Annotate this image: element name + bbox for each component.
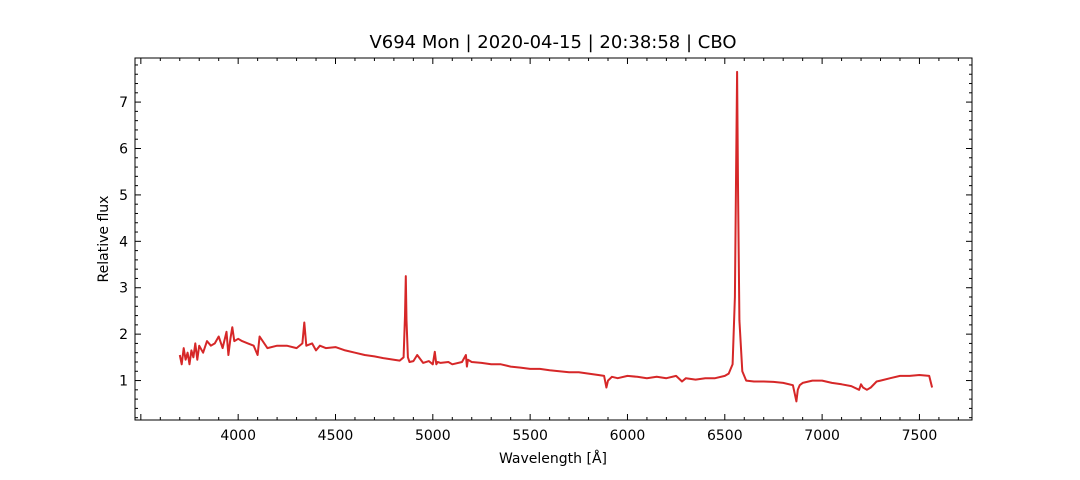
x-tick-label: 7000 — [804, 428, 840, 444]
y-tick-label: 6 — [119, 142, 128, 158]
y-tick-label: 3 — [119, 281, 128, 297]
y-tick-label: 2 — [119, 327, 128, 343]
spectrum-line — [178, 70, 934, 403]
y-tick-label: 7 — [119, 95, 128, 111]
y-axis: 1 2 3 4 5 6 7 — [119, 64, 972, 419]
plot-frame — [134, 57, 973, 421]
x-tick-label: 6500 — [707, 428, 743, 444]
chart-title: V694 Mon | 2020-04-15 | 20:38:58 | CBO — [369, 32, 736, 53]
x-tick-label: 5000 — [415, 428, 451, 444]
x-tick-label: 6000 — [610, 428, 646, 444]
x-tick-label: 4000 — [220, 428, 256, 444]
x-tick-label: 5500 — [512, 428, 548, 444]
y-tick-label: 5 — [119, 188, 128, 204]
x-axis-label: Wavelength [Å] — [499, 450, 607, 467]
y-tick-label: 4 — [119, 234, 128, 250]
x-tick-label: 4500 — [318, 428, 354, 444]
y-axis-label: Relative flux — [96, 196, 112, 283]
plot-area — [178, 70, 934, 403]
x-axis: 4000 4500 5000 5500 6000 6500 7000 7500 — [140, 58, 959, 444]
x-tick-label: 7500 — [902, 428, 938, 444]
y-tick-label: 1 — [119, 374, 128, 390]
